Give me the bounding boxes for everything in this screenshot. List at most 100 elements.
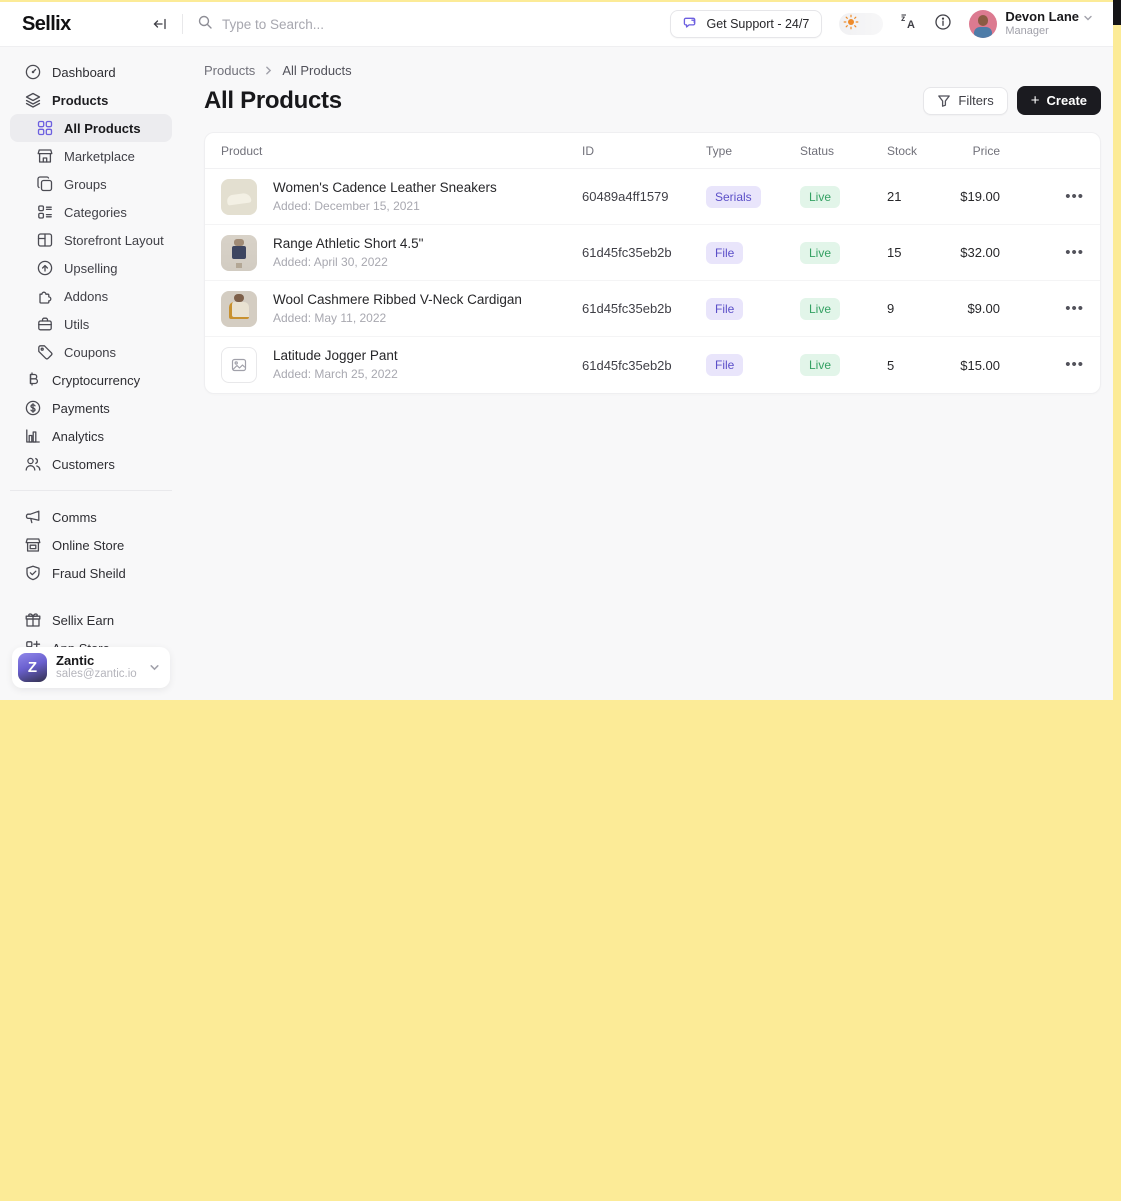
sidebar-item-storefront-layout[interactable]: Storefront Layout: [10, 226, 172, 254]
product-id: 61d45fc35eb2b: [582, 357, 672, 373]
sidebar-item-label: Analytics: [52, 428, 105, 444]
sidebar-item-all-products[interactable]: All Products: [10, 114, 172, 142]
sidebar-item-products[interactable]: Products: [10, 86, 172, 114]
sidebar-item-label: Customers: [52, 456, 115, 472]
sidebar-divider: [10, 490, 172, 491]
breadcrumb: Products All Products: [204, 63, 1101, 78]
page-title: All Products: [204, 87, 342, 114]
layers-icon: [24, 91, 42, 109]
create-button[interactable]: + Create: [1016, 86, 1101, 115]
info-button[interactable]: [934, 13, 952, 36]
info-icon: [934, 13, 952, 36]
breadcrumb-current: All Products: [282, 63, 352, 78]
shield-check-icon: [24, 564, 42, 582]
sidebar-item-cryptocurrency[interactable]: Cryptocurrency: [10, 366, 172, 394]
user-texts: Devon Lane Manager: [1005, 9, 1093, 38]
sidebar-item-label: Fraud Sheild: [52, 565, 126, 581]
product-id: 61d45fc35eb2b: [582, 301, 672, 316]
sidebar-item-label: Cryptocurrency: [52, 372, 141, 388]
create-label: Create: [1046, 93, 1087, 108]
status-badge: Live: [800, 297, 841, 320]
sidebar-item-fraud-shield[interactable]: Fraud Sheild: [10, 559, 172, 587]
product-price: $9.00: [967, 301, 1000, 316]
workspace-name: Zantic: [56, 652, 95, 668]
table-row[interactable]: Wool Cashmere Ribbed V-Neck Cardigan Add…: [205, 281, 1100, 337]
filters-button[interactable]: Filters: [923, 86, 1008, 115]
column-header-product: Product: [221, 143, 263, 158]
sidebar-item-label: Upselling: [64, 260, 118, 276]
sidebar-item-upselling[interactable]: Upselling: [10, 254, 172, 282]
theme-toggle[interactable]: [839, 13, 884, 35]
sidebar-item-label: Online Store: [52, 537, 125, 553]
sidebar-item-customers[interactable]: Customers: [10, 450, 172, 478]
sidebar-item-dashboard[interactable]: Dashboard: [10, 58, 172, 86]
product-stock: 9: [887, 301, 895, 316]
type-badge: File: [706, 241, 744, 264]
type-badge: File: [706, 354, 744, 376]
sidebar-item-coupons[interactable]: Coupons: [10, 338, 172, 366]
workspace-switcher[interactable]: Z Zantic sales@zantic.io: [12, 647, 170, 688]
sidebar-item-categories[interactable]: Categories: [10, 198, 172, 226]
product-thumbnail: [221, 290, 257, 327]
sidebar-item-payments[interactable]: Payments: [10, 394, 172, 422]
row-actions-button[interactable]: •••: [1065, 243, 1084, 261]
dollar-circle-icon: [24, 399, 42, 417]
status-badge: Live: [800, 354, 841, 376]
row-actions-button[interactable]: •••: [1065, 299, 1084, 317]
chevron-down-icon: [1084, 15, 1092, 21]
sidebar-item-sellix-earn[interactable]: Sellix Earn: [10, 606, 172, 634]
type-badge: Serials: [706, 185, 761, 208]
background-window-sliver: [1113, 0, 1121, 25]
user-menu[interactable]: Devon Lane Manager: [969, 9, 1093, 38]
sidebar-item-online-store[interactable]: Online Store: [10, 531, 172, 559]
sidebar-item-label: Utils: [64, 316, 90, 332]
breadcrumb-parent[interactable]: Products: [204, 63, 256, 78]
product-name: Range Athletic Short 4.5": [273, 235, 424, 251]
workspace-email: sales@zantic.io: [56, 668, 137, 681]
funnel-icon: [938, 94, 951, 107]
sidebar-item-analytics[interactable]: Analytics: [10, 422, 172, 450]
product-added-date: Added: May 11, 2022: [273, 310, 387, 325]
get-support-label: Get Support - 24/7: [706, 17, 810, 31]
product-name: Wool Cashmere Ribbed V-Neck Cardigan: [273, 291, 522, 307]
sidebar-item-groups[interactable]: Groups: [10, 170, 172, 198]
topbar-left: Sellix: [0, 13, 182, 36]
users-icon: [24, 455, 42, 473]
column-header-id: ID: [582, 143, 594, 158]
sidebar-collapse-button[interactable]: [152, 16, 168, 32]
table-row[interactable]: Latitude Jogger Pant Added: March 25, 20…: [205, 337, 1100, 393]
megaphone-icon: [24, 508, 42, 526]
product-added-date: Added: March 25, 2022: [273, 367, 398, 382]
sidebar-item-label: Categories: [64, 204, 127, 220]
sidebar-item-utils[interactable]: Utils: [10, 310, 172, 338]
product-stock: 21: [887, 189, 902, 204]
search-input[interactable]: [222, 16, 522, 32]
status-badge: Live: [800, 241, 841, 264]
sidebar-item-label: Storefront Layout: [64, 232, 164, 248]
chevron-right-icon: [266, 66, 272, 75]
type-badge: File: [706, 297, 744, 320]
row-actions-button[interactable]: •••: [1065, 356, 1084, 373]
collapse-arrow-icon: [153, 18, 166, 30]
sidebar-item-marketplace[interactable]: Marketplace: [10, 142, 172, 170]
table-row[interactable]: Women's Cadence Leather Sneakers Added: …: [205, 169, 1100, 225]
product-added-date: Added: April 30, 2022: [273, 254, 388, 269]
topbar-right: Get Support - 24/7: [670, 9, 1113, 38]
table-row[interactable]: Range Athletic Short 4.5" Added: April 3…: [205, 225, 1100, 281]
product-price: $15.00: [960, 357, 1000, 373]
language-toggle[interactable]: z A: [900, 13, 917, 35]
store-icon: [24, 536, 42, 554]
product-name: Latitude Jogger Pant: [273, 348, 398, 364]
search-icon: [197, 14, 213, 35]
sellix-app-window: Sellix: [0, 2, 1113, 700]
sidebar-item-addons[interactable]: Addons: [10, 282, 172, 310]
get-support-button[interactable]: Get Support - 24/7: [670, 10, 823, 38]
row-actions-button[interactable]: •••: [1065, 187, 1084, 205]
tag-icon: [36, 343, 54, 361]
sidebar-item-label: Dashboard: [52, 64, 116, 80]
sidebar-item-comms[interactable]: Comms: [10, 503, 172, 531]
column-header-price: Price: [972, 143, 1000, 158]
sidebar: Dashboard Products All Products Marketpl…: [0, 47, 182, 699]
products-table: Product ID Type Status Stock Price Women…: [204, 132, 1101, 394]
sellix-logo: Sellix: [22, 12, 71, 35]
